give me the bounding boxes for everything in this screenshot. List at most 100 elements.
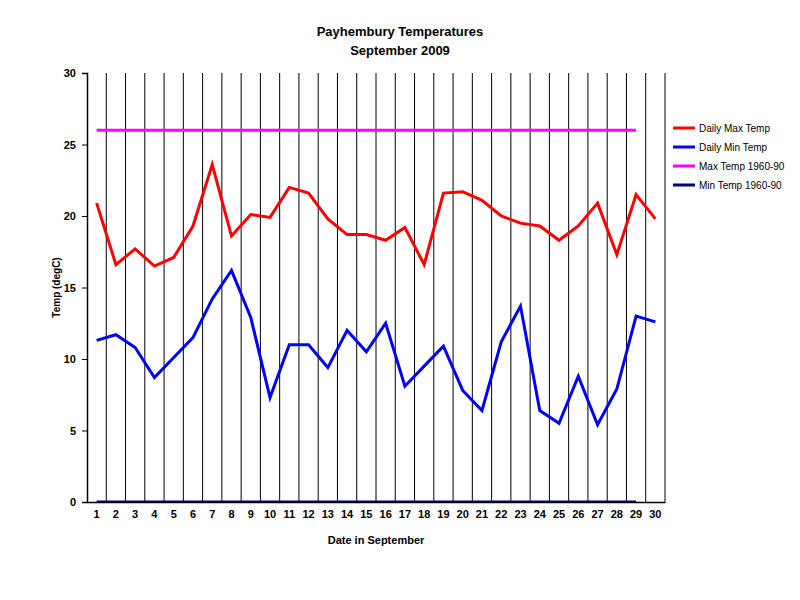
tick: 10 — [264, 502, 276, 520]
tick: 17 — [399, 502, 411, 520]
axis-line — [88, 502, 666, 504]
tick-label: 1 — [94, 508, 100, 520]
tick-label: 6 — [190, 508, 196, 520]
tick-label: 12 — [302, 508, 314, 520]
tick-label: 18 — [418, 508, 430, 520]
tick: 5 — [70, 425, 87, 437]
tick: 21 — [476, 502, 488, 520]
grid-line — [568, 73, 569, 502]
grid-line — [530, 73, 531, 502]
grid-line — [260, 73, 261, 502]
tick-label: 8 — [228, 508, 234, 520]
tick: 5 — [171, 502, 177, 520]
tick-label: 24 — [534, 508, 547, 520]
grid-line — [453, 73, 454, 502]
chart: 0510152025301234567891011121314151617181… — [0, 0, 800, 600]
tick: 16 — [380, 502, 392, 520]
tick-label: 14 — [341, 508, 354, 520]
tick-mark — [82, 145, 87, 146]
tick-mark — [82, 359, 87, 360]
grid-line — [376, 73, 377, 502]
y-axis-title: Temp (degC) — [51, 257, 62, 317]
tick: 28 — [611, 502, 623, 520]
tick-label: 23 — [514, 508, 526, 520]
x-axis-title: Date in September — [328, 534, 425, 546]
legend-label: Daily Max Temp — [699, 123, 770, 134]
tick-label: 5 — [70, 425, 76, 437]
grid-line — [549, 73, 550, 502]
legend: Daily Max Temp Daily Min Temp Max Temp 196… — [673, 123, 785, 191]
tick: 25 — [64, 139, 87, 151]
tick: 2 — [113, 502, 119, 520]
tick: 15 — [360, 502, 372, 520]
tick: 26 — [572, 502, 584, 520]
grid-line — [125, 73, 126, 502]
tick-label: 10 — [264, 508, 276, 520]
tick-mark — [82, 502, 87, 503]
tick: 0 — [70, 496, 87, 508]
axis-line — [82, 74, 88, 503]
tick: 8 — [228, 502, 234, 520]
tick-label: 20 — [64, 210, 76, 222]
legend-swatch — [673, 146, 695, 149]
grid-line — [106, 73, 107, 502]
grid-line — [607, 73, 608, 502]
legend-label: Max Temp 1960-90 — [699, 161, 785, 172]
y-axis: 0 5 10 15 20 25 30 — [64, 67, 88, 508]
tick-mark — [82, 73, 87, 74]
grid-line — [356, 73, 357, 502]
tick: 25 — [553, 502, 565, 520]
grid-line — [202, 73, 203, 502]
grid-line — [414, 73, 415, 502]
grid — [106, 73, 665, 502]
tick: 18 — [418, 502, 430, 520]
tick-label: 15 — [64, 282, 76, 294]
tick: 13 — [322, 502, 334, 520]
tick-label: 30 — [64, 67, 76, 79]
legend-swatch — [673, 184, 695, 187]
tick: 14 — [341, 502, 354, 520]
grid-line — [645, 73, 646, 502]
grid-line — [164, 73, 165, 502]
grid-line — [665, 73, 666, 502]
tick-label: 7 — [209, 508, 215, 520]
tick-label: 19 — [437, 508, 449, 520]
tick-label: 28 — [611, 508, 623, 520]
tick: 29 — [630, 502, 642, 520]
tick-label: 30 — [649, 508, 661, 520]
tick-label: 27 — [591, 508, 603, 520]
tick-label: 5 — [171, 508, 177, 520]
tick-label: 20 — [457, 508, 469, 520]
tick-label: 29 — [630, 508, 642, 520]
tick: 11 — [283, 502, 295, 520]
grid-line — [626, 73, 627, 502]
subtitle: September 2009 — [350, 43, 450, 58]
grid-line — [241, 73, 242, 502]
series-lines — [97, 130, 656, 502]
grid-line — [144, 73, 145, 502]
grid-line — [395, 73, 396, 502]
tick: 15 — [64, 282, 87, 294]
grid-line — [337, 73, 338, 502]
legend-label: Min Temp 1960-90 — [699, 180, 782, 191]
plot-area: 0510152025301234567891011121314151617181… — [64, 67, 666, 520]
grid-line — [491, 73, 492, 502]
grid-line — [472, 73, 473, 502]
tick-label: 2 — [113, 508, 119, 520]
tick-mark — [82, 288, 87, 289]
tick: 30 — [64, 67, 87, 79]
tick: 20 — [457, 502, 469, 520]
tick-label: 26 — [572, 508, 584, 520]
tick: 27 — [591, 502, 603, 520]
tick: 30 — [649, 502, 661, 520]
tick-label: 16 — [380, 508, 392, 520]
grid-line — [318, 73, 319, 502]
legend-label: Daily Min Temp — [699, 142, 768, 153]
tick-label: 10 — [64, 353, 76, 365]
tick: 22 — [495, 502, 507, 520]
tick: 23 — [514, 502, 526, 520]
title: Payhembury Temperatures — [317, 24, 484, 39]
tick-mark — [82, 431, 87, 432]
tick: 6 — [190, 502, 196, 520]
tick-label: 17 — [399, 508, 411, 520]
